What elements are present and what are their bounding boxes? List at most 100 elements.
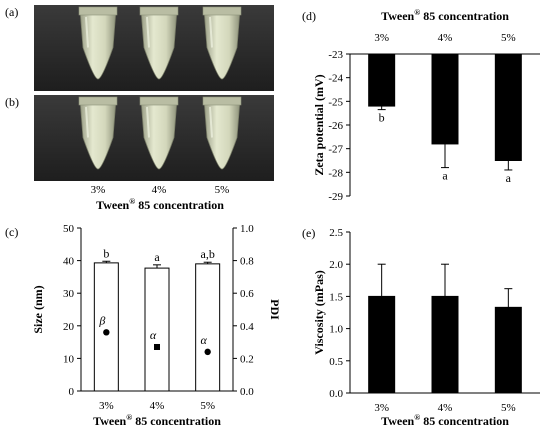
tube-highlight	[85, 106, 89, 138]
significance-label: a	[506, 171, 512, 185]
y-tick-label: 10	[63, 353, 75, 365]
tubes-b	[78, 96, 242, 170]
tube-highlight	[209, 106, 213, 138]
x-axis-title-prefix: Tween	[381, 414, 414, 428]
y-tick-label: 2.5	[329, 227, 343, 239]
y-axis-title: Zeta potential (mV)	[312, 74, 326, 175]
y-tick-label: -27	[328, 144, 343, 156]
y-tick-label: 50	[63, 223, 75, 235]
x-axis-title-prefix: Tween	[93, 414, 126, 428]
chart-viscosity: (e) 0.0 0.5 1.0 1.5 2.0 2.5 Viscosity (mPas) 3% 4…	[302, 226, 540, 428]
bar	[195, 263, 221, 392]
significance-label: b	[103, 246, 109, 260]
photo-panels: (a) (b) 3% 4% 5% Tween® 85 concentration	[5, 5, 274, 212]
bar	[494, 53, 522, 161]
tube-rim	[202, 96, 242, 106]
x-tick-label: 5%	[200, 400, 215, 412]
x-axis-title-suffix: 85 concentration	[420, 414, 509, 428]
bar	[368, 295, 396, 394]
photo-xlabel: Tween® 85 concentration	[96, 197, 224, 212]
pdi-point	[103, 329, 110, 336]
x-tick-label: 3%	[374, 32, 389, 44]
tube	[140, 8, 178, 80]
y-tick-label: -25	[328, 96, 343, 108]
panel-label-b: (b)	[5, 95, 19, 109]
x-axis-title-reg: ®	[126, 413, 132, 422]
secondary-y-tick-label: 0.8	[240, 256, 254, 268]
y-tick-label: 0	[69, 386, 75, 398]
bar	[144, 267, 170, 392]
significance-label: b	[379, 111, 385, 125]
y-axis-title: Viscosity (mPas)	[312, 270, 326, 355]
y-tick-label: -24	[328, 73, 343, 85]
tubes-a	[78, 6, 242, 80]
photo-xlabel-reg: ®	[129, 197, 135, 206]
bar	[494, 306, 522, 394]
panel-label: (c)	[5, 225, 18, 239]
y-tick-label: 0.0	[329, 388, 343, 400]
x-axis-title: Tween® 85 concentration	[381, 413, 509, 428]
x-axis-title: Tween® 85 concentration	[381, 8, 509, 23]
secondary-y-tick-label: 1.0	[240, 223, 254, 235]
bar	[93, 262, 119, 392]
secondary-y-axis-title: PDI	[268, 299, 282, 320]
pdi-point	[154, 343, 160, 350]
secondary-y-tick-label: 0.4	[240, 321, 254, 333]
pdi-label: α	[201, 333, 208, 347]
tube-rim	[139, 96, 179, 106]
y-axis-title: Size (nm)	[31, 285, 45, 333]
tube	[203, 8, 241, 80]
tube	[79, 98, 117, 170]
secondary-y-tick-label: 0.0	[240, 386, 254, 398]
significance-label: a	[154, 250, 160, 264]
y-tick-label: 2.0	[329, 259, 343, 271]
tube-highlight	[146, 106, 150, 138]
tube-label-4: 4%	[152, 184, 167, 196]
y-tick-label: 0.5	[329, 356, 343, 368]
y-tick-label: 30	[63, 288, 75, 300]
x-axis-title-suffix: 85 concentration	[132, 414, 221, 428]
bar	[431, 53, 459, 145]
x-tick-label: 5%	[501, 32, 516, 44]
bar	[431, 295, 459, 394]
y-tick-label: 20	[63, 321, 75, 333]
tube-rim	[139, 6, 179, 16]
tube-highlight	[85, 16, 89, 48]
pdi-label: β	[98, 313, 105, 327]
x-tick-label: 5%	[501, 402, 516, 414]
significance-label: a,b	[201, 247, 215, 261]
y-tick-label: 1.5	[329, 291, 343, 303]
tube-rim	[202, 6, 242, 16]
pdi-label: α	[150, 328, 157, 342]
pdi-point	[204, 348, 211, 356]
tube-highlight	[209, 16, 213, 48]
tube-label-3: 3%	[91, 184, 106, 196]
secondary-y-tick-label: 0.2	[240, 353, 254, 365]
x-tick-label: 4%	[438, 402, 453, 414]
tube	[79, 8, 117, 80]
panel-label-a: (a)	[5, 5, 18, 19]
x-axis-title-prefix: Tween	[381, 9, 414, 23]
panel-label: (e)	[302, 226, 315, 240]
tube	[203, 98, 241, 170]
x-tick-label: 3%	[374, 402, 389, 414]
x-axis-title-suffix: 85 concentration	[420, 9, 509, 23]
significance-label: a	[442, 169, 448, 183]
secondary-y-tick-label: 0.6	[240, 288, 254, 300]
x-axis-title-reg: ®	[414, 8, 420, 17]
chart-size-pdi: (c) 0 10 20 30 40 50 Size (nm) 3% b 4% a 5% a,b Tween®…	[5, 223, 282, 428]
tube-highlight	[146, 16, 150, 48]
bar	[368, 53, 396, 107]
tube-rim	[78, 6, 118, 16]
tube-label-5: 5%	[215, 184, 230, 196]
photo-xlabel-suffix: 85 concentration	[135, 198, 224, 212]
y-tick-label: -26	[328, 120, 343, 132]
photo-xlabel-prefix: Tween	[96, 198, 129, 212]
panel-label: (d)	[302, 9, 316, 23]
x-axis-title-reg: ®	[414, 413, 420, 422]
y-tick-label: -28	[328, 167, 343, 179]
chart-zeta: (d) -23 -24 -25 -26 -27 -28 -29 Zeta potential (…	[302, 8, 540, 203]
x-tick-label: 4%	[438, 32, 453, 44]
